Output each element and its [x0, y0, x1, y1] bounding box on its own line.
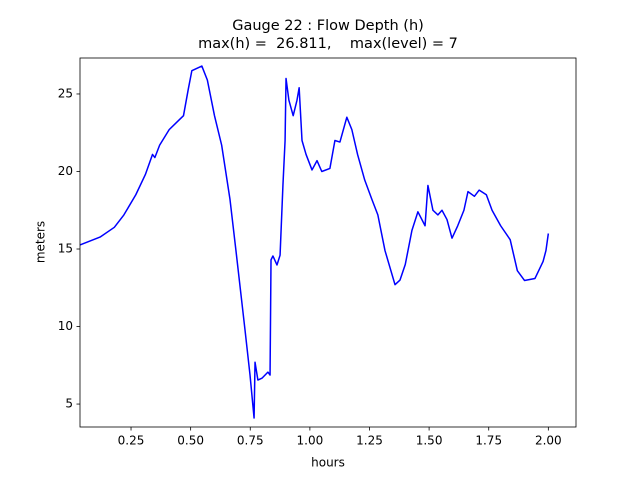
y-tick-label: 5	[65, 397, 73, 411]
x-axis-label: hours	[311, 456, 345, 470]
y-tick-label: 10	[58, 319, 73, 333]
y-tick-label: 25	[58, 86, 73, 100]
x-tick-label: 1.75	[475, 434, 502, 448]
x-tick-label: 0.50	[177, 434, 204, 448]
x-tick-label: 1.50	[416, 434, 443, 448]
data-line	[79, 65, 550, 419]
x-tick-label: 1.00	[297, 434, 324, 448]
y-tick-label: 15	[58, 242, 73, 256]
x-tick-label: 1.25	[356, 434, 383, 448]
x-tick-label: 0.75	[237, 434, 264, 448]
y-axis-label: meters	[34, 221, 48, 263]
x-tick-label: 0.25	[118, 434, 145, 448]
chart-title: Gauge 22 : Flow Depth (h)	[232, 18, 424, 34]
x-tick-label: 2.00	[535, 434, 562, 448]
chart-subtitle: max(h) = 26.811, max(level) = 7	[198, 36, 458, 52]
plot-frame	[79, 57, 577, 428]
y-tick-label: 20	[58, 164, 73, 178]
